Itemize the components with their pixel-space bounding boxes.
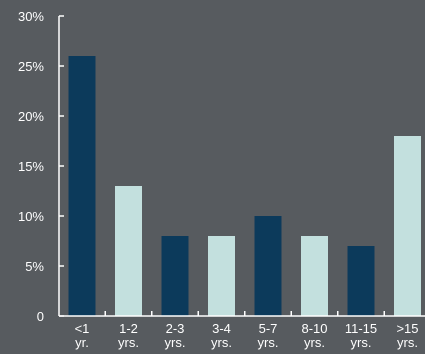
x-category-label: yrs. [165, 335, 186, 350]
bar [161, 236, 189, 316]
x-category-label: 5-7 [259, 321, 278, 336]
y-tick-label: 20% [18, 109, 44, 124]
y-tick-label: 25% [18, 59, 44, 74]
bar [68, 56, 96, 316]
y-tick-label: 0 [37, 309, 44, 324]
y-axis: 0 5% 10% 15% 20% 25% 30% [18, 9, 64, 324]
x-category-label: 3-4 [212, 321, 231, 336]
x-category-label: <1 [75, 321, 90, 336]
y-tick-label: 30% [18, 9, 44, 24]
bar [115, 186, 142, 316]
bar [254, 216, 282, 316]
x-category-label: yrs. [304, 335, 325, 350]
x-category-label: yr. [75, 335, 89, 350]
x-category-label: yrs. [211, 335, 232, 350]
x-category-label: yrs. [397, 335, 418, 350]
bars [68, 56, 421, 316]
y-tick-label: 10% [18, 209, 44, 224]
y-tick-label: 5% [25, 259, 44, 274]
x-category-label: >15 [396, 321, 418, 336]
x-category-label: 1-2 [119, 321, 138, 336]
y-tick-label: 15% [18, 159, 44, 174]
bar [301, 236, 328, 316]
bar [394, 136, 421, 316]
x-axis: <1yr.1-2yrs.2-3yrs.3-4yrs.5-7yrs.8-10yrs… [59, 311, 425, 350]
x-category-label: yrs. [258, 335, 279, 350]
x-category-label: 2-3 [166, 321, 185, 336]
x-category-label: 11-15 [345, 321, 377, 336]
bar [208, 236, 235, 316]
x-category-label: yrs. [118, 335, 139, 350]
x-category-label: yrs. [351, 335, 372, 350]
bar [347, 246, 375, 316]
x-category-label: 8-10 [301, 321, 327, 336]
